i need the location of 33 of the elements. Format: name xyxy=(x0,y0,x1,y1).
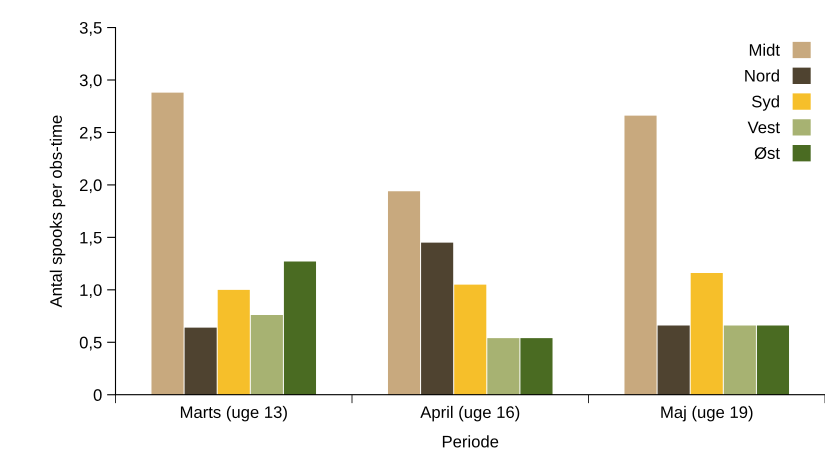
y-tick-label: 1,5 xyxy=(80,232,102,246)
bar xyxy=(218,290,250,395)
bar xyxy=(284,262,316,395)
bar xyxy=(421,242,454,395)
y-tick-label: 2,5 xyxy=(80,126,102,141)
bar xyxy=(658,325,690,395)
legend-label: Syd xyxy=(752,95,779,111)
y-tick-label: 1,0 xyxy=(80,284,102,298)
legend-label: Midt xyxy=(750,44,780,56)
x-axis-title: Periode xyxy=(442,435,498,448)
bar xyxy=(250,315,283,395)
bar xyxy=(724,325,756,395)
x-tick-label: April (uge 16) xyxy=(420,406,520,422)
legend-label: Nord xyxy=(745,69,779,82)
bar xyxy=(520,338,553,395)
legend-label: Øst xyxy=(754,146,780,160)
y-tick-label: 0 xyxy=(94,389,102,401)
y-tick-label: 3,5 xyxy=(80,22,102,36)
bar xyxy=(454,284,486,395)
bar xyxy=(487,338,520,395)
bar xyxy=(756,325,790,395)
bar xyxy=(690,273,723,395)
y-tick-label: 2,0 xyxy=(80,179,102,194)
bar xyxy=(151,92,184,395)
y-tick-label: 3,0 xyxy=(80,74,102,88)
bar xyxy=(624,116,657,395)
legend-label: Vest xyxy=(748,122,780,134)
x-tick-label: Maj (uge 19) xyxy=(661,406,752,422)
bar xyxy=(388,191,420,395)
x-tick-label: Marts (uge 13) xyxy=(180,406,287,422)
y-tick-label: 0,5 xyxy=(80,336,102,350)
bar xyxy=(184,328,217,395)
y-axis-title: Antal spooks per obs-time xyxy=(50,116,66,308)
